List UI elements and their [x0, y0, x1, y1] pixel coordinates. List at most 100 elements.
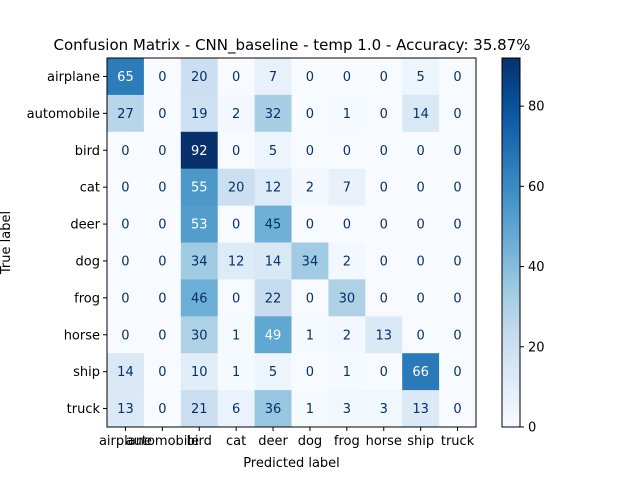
cell-value-label: 0 [417, 181, 425, 196]
cell-value-label: 20 [228, 181, 245, 196]
heatmap-cell [143, 168, 182, 207]
cell-value-label: 0 [453, 365, 461, 380]
cell-value-label: 1 [306, 402, 314, 417]
cell-value-label: 0 [453, 144, 461, 159]
heatmap-cell [217, 242, 256, 280]
cell-value-label: 34 [191, 254, 208, 269]
heatmap-cell [439, 390, 477, 428]
heatmap-cell [291, 353, 329, 391]
heatmap-cell [143, 205, 182, 243]
cell-value-label: 0 [453, 181, 461, 196]
cell-value-label: 0 [380, 144, 388, 159]
heatmap-cell [328, 353, 366, 391]
colorbar-tick-label: 80 [528, 100, 545, 115]
heatmap-cell [217, 168, 256, 207]
heatmap-cell [291, 316, 329, 354]
heatmap-cell [328, 58, 366, 96]
cell-value-label: 0 [121, 254, 129, 269]
cell-value-label: 5 [417, 70, 425, 85]
plot-frame [106, 57, 477, 428]
heatmap-cell [439, 242, 477, 280]
heatmap-cell [254, 58, 292, 96]
cell-value-label: 0 [306, 365, 314, 380]
heatmap-cell [291, 94, 329, 133]
cell-value-label: 0 [380, 107, 388, 122]
heatmap-cell [439, 58, 477, 96]
cell-value-label: 2 [306, 181, 314, 196]
x-tick-label: horse [366, 434, 402, 449]
heatmap-cell [402, 94, 440, 133]
cell-value-label: 0 [453, 107, 461, 122]
y-tick-label: cat [80, 181, 100, 196]
cell-value-label: 5 [269, 144, 277, 159]
cell-value-label: 22 [265, 291, 282, 306]
y-axis-label: True label [0, 211, 14, 275]
cell-value-label: 1 [343, 365, 351, 380]
cell-value-label: 1 [232, 365, 240, 380]
cell-value-label: 1 [306, 328, 314, 343]
cell-value-label: 49 [265, 328, 282, 343]
cell-value-label: 0 [453, 218, 461, 233]
cell-value-label: 0 [158, 254, 166, 269]
cell-value-label: 66 [412, 365, 429, 380]
cell-value-label: 6 [232, 402, 240, 417]
cell-value-label: 0 [453, 291, 461, 306]
cell-value-label: 0 [121, 218, 129, 233]
colorbar-tick-label: 40 [528, 260, 545, 275]
cell-value-label: 0 [417, 254, 425, 269]
cell-value-label: 34 [302, 254, 319, 269]
cell-value-label: 0 [158, 402, 166, 417]
heatmap-cell [180, 94, 219, 133]
cell-value-label: 0 [417, 328, 425, 343]
heatmap-cell [107, 390, 145, 428]
heatmap-cell [107, 131, 145, 170]
cell-value-label: 0 [380, 70, 388, 85]
heatmap-cell [365, 242, 403, 280]
heatmap-cell [439, 316, 477, 354]
y-tick-label: automobile [27, 107, 100, 122]
colorbar-tick-label: 60 [528, 180, 545, 195]
heatmap-cell [254, 242, 292, 280]
x-tick-label: frog [334, 434, 360, 449]
heatmap-cell [143, 131, 182, 170]
y-tick-label: bird [75, 144, 100, 159]
cell-value-label: 0 [343, 144, 351, 159]
cell-value-label: 30 [339, 291, 356, 306]
heatmap-cell [365, 353, 403, 391]
heatmap-cell [217, 94, 256, 133]
cell-value-label: 0 [380, 365, 388, 380]
y-tick-label: horse [64, 328, 100, 343]
cell-value-label: 0 [232, 218, 240, 233]
cell-value-label: 2 [343, 328, 351, 343]
heatmap-cell [180, 390, 219, 428]
heatmap-cell [217, 390, 256, 428]
y-tick-label: truck [67, 402, 101, 417]
x-tick-label: automobile [126, 434, 199, 449]
x-tick-label: cat [226, 434, 246, 449]
heatmap-cell [402, 205, 440, 243]
cell-value-label: 0 [453, 70, 461, 85]
cell-value-label: 1 [343, 107, 351, 122]
heatmap-cell [143, 390, 182, 428]
heatmap-cell [328, 205, 366, 243]
cell-value-label: 0 [158, 181, 166, 196]
cell-value-label: 0 [158, 218, 166, 233]
heatmap-cell [328, 242, 366, 280]
cell-value-label: 0 [121, 144, 129, 159]
cell-value-label: 14 [412, 107, 429, 122]
heatmap-cell [328, 279, 366, 317]
cell-value-label: 0 [232, 291, 240, 306]
heatmap-cell [402, 316, 440, 354]
cell-value-label: 13 [375, 328, 392, 343]
heatmap-cell [107, 94, 145, 133]
cell-value-label: 7 [269, 70, 277, 85]
cell-value-label: 0 [306, 218, 314, 233]
cell-value-label: 0 [158, 328, 166, 343]
cell-value-label: 0 [306, 291, 314, 306]
colorbar-gradient [501, 57, 521, 428]
cell-value-label: 14 [117, 365, 134, 380]
cell-value-label: 65 [117, 70, 134, 85]
cell-value-label: 0 [158, 107, 166, 122]
